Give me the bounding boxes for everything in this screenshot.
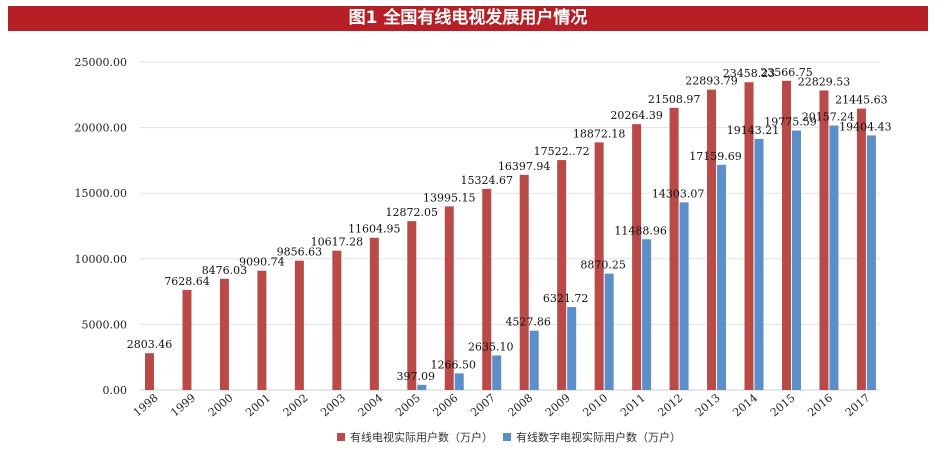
bar <box>529 330 539 390</box>
data-label: 20264.39 <box>610 109 663 122</box>
x-tick-label: 2009 <box>543 391 573 419</box>
bar <box>145 353 154 390</box>
bar <box>717 164 727 390</box>
x-tick-label: 2003 <box>318 391 348 419</box>
bar <box>454 373 464 390</box>
y-tick-label: 10000.00 <box>75 253 128 266</box>
bar <box>294 260 304 390</box>
data-label: 18872.18 <box>573 127 626 140</box>
data-label: 11604.95 <box>348 223 401 236</box>
data-label: 19775.59 <box>764 116 817 129</box>
bar <box>492 355 502 390</box>
data-label: 17522..72 <box>534 145 590 158</box>
x-tick-label: 2015 <box>768 391 798 419</box>
data-label: 15324.67 <box>460 174 513 187</box>
data-label: 8476.03 <box>202 264 248 277</box>
bar <box>791 130 801 391</box>
bar <box>669 107 679 391</box>
bar <box>781 80 791 391</box>
bar <box>604 273 614 390</box>
legend-swatch <box>337 433 345 441</box>
x-tick-label: 2010 <box>580 391 610 419</box>
bar <box>856 108 866 390</box>
bar <box>679 202 689 390</box>
bar <box>567 307 577 390</box>
bar <box>519 174 529 390</box>
y-tick-label: 0.00 <box>103 384 128 397</box>
x-tick-label: 2006 <box>431 391 461 419</box>
bar <box>594 142 604 390</box>
data-label: 21445.63 <box>835 94 888 107</box>
data-label: 13995.15 <box>423 191 476 204</box>
bar <box>866 135 876 390</box>
bar <box>642 239 652 390</box>
bar <box>257 270 267 390</box>
x-tick-label: 1999 <box>168 391 198 419</box>
data-label: 2803.46 <box>127 338 173 351</box>
x-tick-label: 2012 <box>655 391 685 419</box>
data-label: 2635.10 <box>468 340 514 353</box>
data-label: 17159.69 <box>689 150 742 163</box>
bar <box>632 124 642 391</box>
x-tick-label: 2001 <box>243 391 273 419</box>
data-label: 6321.72 <box>543 292 589 305</box>
data-label: 12872.05 <box>386 206 439 219</box>
bar <box>369 237 379 390</box>
bar <box>332 250 342 390</box>
x-tick-label: 2002 <box>281 391 311 419</box>
y-tick-label: 25000.00 <box>75 56 128 69</box>
x-tick-label: 2008 <box>506 391 536 419</box>
bar <box>482 188 492 390</box>
bar <box>417 384 427 390</box>
data-label: 1266.50 <box>431 358 477 371</box>
y-tick-label: 15000.00 <box>75 187 128 200</box>
data-label: 19404.43 <box>839 120 892 133</box>
bar <box>707 89 717 390</box>
data-label: 10617.28 <box>311 236 364 249</box>
x-tick-label: 2005 <box>393 391 423 419</box>
x-tick-label: 2004 <box>356 391 386 419</box>
data-label: 22829.53 <box>798 75 851 88</box>
x-tick-label: 2017 <box>843 391 873 419</box>
data-label: 397.09 <box>397 370 436 383</box>
data-label: 23458.23 <box>723 67 776 80</box>
legend-swatch <box>503 433 511 441</box>
x-tick-label: 1998 <box>131 391 161 419</box>
legend-label: 有线电视实际用户数（万户） <box>350 430 493 444</box>
bar <box>829 125 839 390</box>
bar <box>444 206 454 390</box>
chart-title: 图1 全国有线电视发展用户情况 <box>8 6 928 31</box>
x-tick-label: 2016 <box>805 391 835 419</box>
bar <box>819 90 829 391</box>
y-tick-label: 20000.00 <box>75 122 128 135</box>
bar <box>744 82 754 390</box>
data-label: 11488.96 <box>614 224 667 237</box>
x-tick-label: 2007 <box>468 391 498 419</box>
data-label: 19143.21 <box>727 124 780 137</box>
x-tick-label: 2011 <box>618 391 648 419</box>
data-label: 20157.24 <box>802 111 855 124</box>
x-tick-label: 2000 <box>206 391 236 419</box>
x-tick-label: 2013 <box>693 391 723 419</box>
legend-label: 有线数字电视实际用户数（万户） <box>516 430 681 444</box>
bar <box>557 160 567 390</box>
bar <box>182 289 192 390</box>
data-label: 9856.63 <box>277 246 323 259</box>
data-label: 4527.86 <box>505 316 551 329</box>
data-label: 14303.07 <box>652 187 705 200</box>
x-tick-label: 2014 <box>730 391 760 419</box>
data-label: 22893.79 <box>685 75 738 88</box>
data-label: 23566.75 <box>760 66 813 79</box>
y-tick-label: 5000.00 <box>82 318 128 331</box>
data-label: 21508.97 <box>648 93 701 106</box>
bar <box>754 138 764 390</box>
data-label: 16397.94 <box>498 160 551 173</box>
bar <box>219 278 229 390</box>
data-label: 8870.25 <box>580 259 626 272</box>
data-label: 9090.74 <box>239 256 285 269</box>
data-label: 7628.64 <box>164 275 210 288</box>
bar <box>407 221 417 390</box>
